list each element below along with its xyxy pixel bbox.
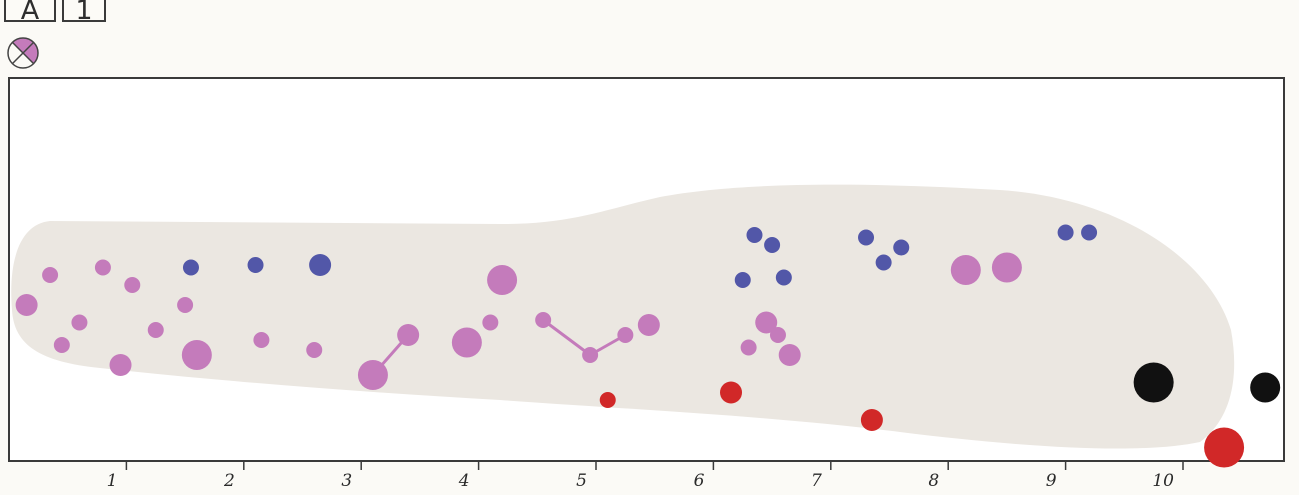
crossed-circle-line-2	[11, 41, 35, 65]
axis-tick-label-6: 6	[694, 471, 705, 491]
dot-pink-5	[94, 259, 111, 276]
axis-tick-label-7: 7	[811, 471, 822, 491]
dot-pink-24	[617, 327, 634, 343]
dot-blue-35	[858, 229, 875, 246]
dot-blue-10	[182, 259, 199, 276]
dot-blue-26	[734, 272, 751, 288]
dot-pink-30	[755, 311, 778, 334]
dot-pink-16	[357, 360, 388, 390]
dot-pink-8	[147, 322, 164, 338]
dot-pink-33	[778, 344, 801, 366]
dot-pink-3	[53, 337, 70, 353]
dot-pink-32	[740, 339, 757, 356]
dot-pink-15	[306, 342, 323, 358]
dot-pink-13	[253, 332, 270, 348]
dot-red-23	[599, 392, 616, 408]
dot-blue-37	[893, 239, 910, 256]
dot-blue-12	[247, 257, 264, 273]
dot-pink-9	[177, 297, 194, 313]
distribution-region	[11, 184, 1235, 449]
dot-black-44	[1250, 372, 1281, 403]
axis-ticks	[125, 461, 1184, 470]
axis-tick-label-5: 5	[576, 471, 587, 491]
axis-tick-label-1: 1	[107, 471, 118, 491]
dot-pink-20	[487, 265, 518, 295]
dot-blue-14	[309, 254, 332, 276]
dot-black-43	[1133, 362, 1174, 403]
dot-pink-11	[181, 340, 212, 370]
dot-pink-31	[769, 327, 786, 343]
label-box-a: A	[4, 0, 56, 22]
dot-pink-22	[582, 347, 599, 363]
dot-blue-36	[875, 254, 892, 271]
label-box-1: 1	[62, 0, 106, 22]
crossed-circle-symbol-icon	[7, 37, 39, 69]
dot-red-45	[1204, 427, 1245, 468]
axis-tick-label-4: 4	[458, 471, 470, 491]
dot-pink-4	[71, 314, 88, 331]
axis-tick-label-3: 3	[341, 471, 352, 491]
dot-blue-41	[1057, 224, 1074, 241]
dot-pink-6	[109, 354, 132, 376]
crossed-circle-ring	[7, 37, 39, 69]
axis-tick-label-9: 9	[1046, 471, 1057, 491]
dot-blue-29	[775, 269, 792, 286]
dot-pink-40	[991, 252, 1022, 283]
dot-pink-7	[124, 277, 141, 293]
dot-red-38	[860, 409, 883, 431]
dot-pink-39	[950, 255, 981, 285]
dot-blue-28	[764, 237, 781, 253]
dots	[15, 224, 1281, 468]
axis-tick-label-10: 10	[1152, 471, 1174, 491]
dot-pink-21	[535, 312, 552, 328]
dot-pink-25	[637, 314, 660, 336]
dot-blue-27	[746, 227, 763, 243]
axis-tick-label-8: 8	[928, 471, 939, 491]
axis-tick-labels: 1 2 3 4 5 6 7 8 9 10	[107, 471, 1175, 491]
dot-pink-19	[482, 314, 499, 331]
dot-red-34	[720, 381, 743, 404]
dot-pink-1	[15, 294, 38, 316]
dot-link-2	[542, 318, 592, 357]
dot-pink-2	[42, 267, 59, 283]
dot-pink-18	[451, 327, 482, 358]
axis-tick-label-2: 2	[223, 471, 235, 491]
dot-blue-42	[1081, 224, 1098, 241]
dot-pink-17	[397, 324, 420, 346]
